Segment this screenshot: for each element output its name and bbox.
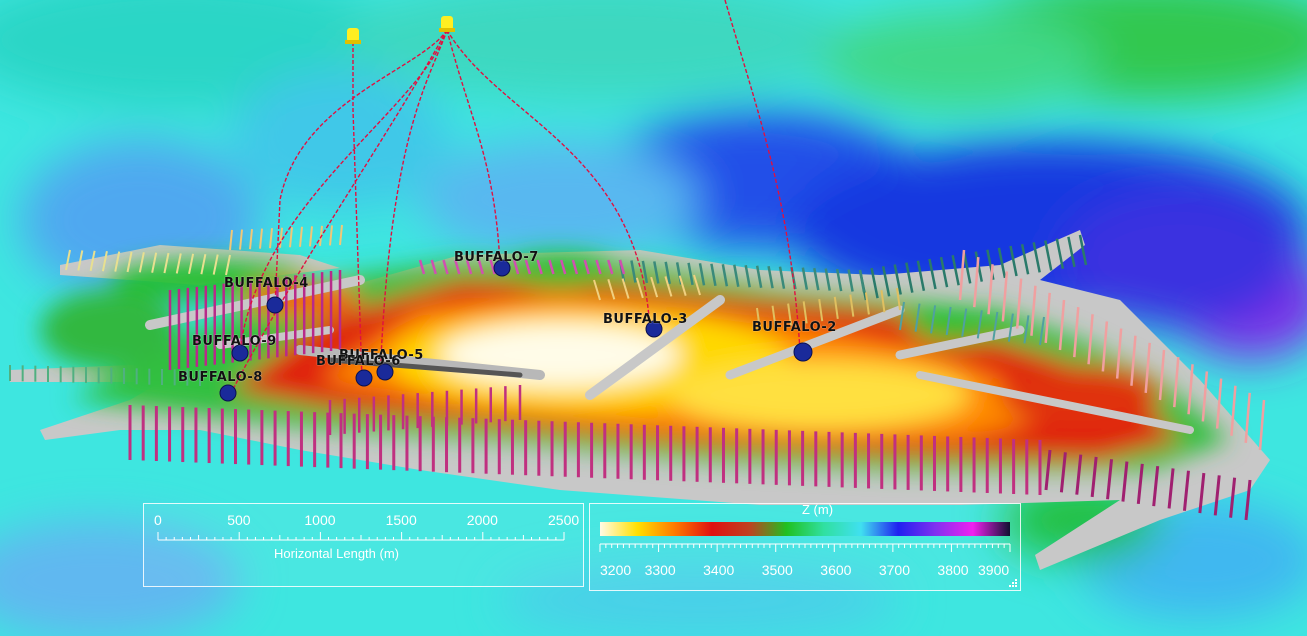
color-tick-label: 3400 bbox=[703, 562, 735, 578]
well-marker-icon bbox=[376, 363, 394, 381]
well-label-buffalo-8: BUFFALO-8 bbox=[178, 370, 263, 385]
scale-tick-label: 0 bbox=[154, 512, 162, 528]
fault-planes bbox=[145, 275, 1194, 434]
well-label-buffalo-6: BUFFALO-6 bbox=[316, 354, 401, 369]
scale-tick-label: 500 bbox=[227, 512, 251, 528]
resize-grip-icon[interactable] bbox=[1008, 578, 1018, 588]
scale-bar-title: Horizontal Length (m) bbox=[274, 546, 399, 561]
well-path-1 bbox=[352, 42, 363, 381]
well-label-buffalo-9: BUFFALO-9 bbox=[192, 334, 277, 349]
color-bar-title: Z (m) bbox=[802, 502, 834, 517]
well-label-buffalo-3: BUFFALO-3 bbox=[603, 312, 688, 327]
well-path-6 bbox=[446, 29, 651, 331]
color-bar-ruler bbox=[599, 543, 1011, 552]
color-tick-label: 3600 bbox=[820, 562, 852, 578]
scale-tick-label: 1500 bbox=[385, 512, 417, 528]
platform-icon[interactable] bbox=[345, 28, 361, 44]
color-ramp bbox=[600, 522, 1010, 536]
well-label-buffalo-5: BUFFALO-5 bbox=[339, 348, 424, 363]
platform-icon[interactable] bbox=[439, 16, 455, 32]
well-markers bbox=[219, 259, 813, 402]
color-tick-label: 3800 bbox=[937, 562, 969, 578]
well-marker-icon bbox=[219, 384, 237, 402]
well-marker-icon bbox=[231, 344, 249, 362]
fault-sticks bbox=[9, 224, 1266, 521]
color-tick-label: 3900 bbox=[978, 562, 1010, 578]
color-tick-label: 3200 bbox=[600, 562, 632, 578]
color-tick-label: 3300 bbox=[644, 562, 676, 578]
scale-bar-panel[interactable]: 0 500 1000 1500 2000 2500 Horizontal Length (… bbox=[143, 503, 584, 587]
well-path-5 bbox=[446, 29, 501, 266]
well-marker-icon bbox=[645, 320, 663, 338]
scale-bar-ruler bbox=[157, 532, 565, 541]
color-tick-label: 3700 bbox=[878, 562, 910, 578]
well-label-buffalo-7: BUFFALO-7 bbox=[454, 250, 539, 265]
scale-tick-label: 2500 bbox=[548, 512, 580, 528]
color-bar-panel[interactable]: Z (m) 3200 3300 3400 3500 3600 3700 3800 3900 bbox=[589, 502, 1021, 591]
well-marker-icon bbox=[355, 369, 373, 387]
scale-tick-label: 2000 bbox=[466, 512, 498, 528]
well-label-buffalo-2: BUFFALO-2 bbox=[752, 320, 837, 335]
well-trajectories bbox=[229, 0, 801, 396]
well-path-2 bbox=[274, 29, 448, 306]
well-label-buffalo-4: BUFFALO-4 bbox=[224, 276, 309, 291]
well-path-4 bbox=[239, 29, 448, 351]
well-marker-icon bbox=[493, 259, 511, 277]
scale-tick-label: 1000 bbox=[304, 512, 336, 528]
well-marker-icon bbox=[266, 296, 284, 314]
well-marker-icon bbox=[793, 342, 813, 362]
well-path-7 bbox=[724, 0, 801, 351]
color-tick-label: 3500 bbox=[761, 562, 793, 578]
well-path-8 bbox=[229, 29, 448, 396]
